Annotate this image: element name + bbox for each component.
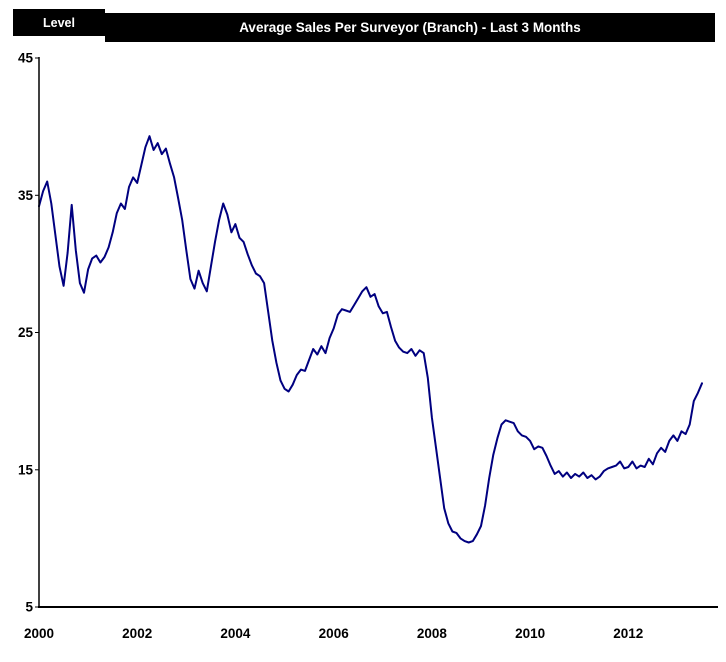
x-tick-labels: 2000 2002 2004 2006 2008 2010 2012 (24, 626, 643, 641)
y-tick-label: 25 (18, 325, 34, 340)
chart-title: Average Sales Per Surveyor (Branch) - La… (239, 20, 581, 35)
y-axis-unit-label: Level (43, 15, 75, 30)
sales-line (38, 135, 703, 544)
x-tick-label: 2010 (515, 626, 545, 641)
x-tick-label: 2012 (613, 626, 643, 641)
x-tick-label: 2008 (417, 626, 448, 641)
y-axis-unit-box: Level (13, 9, 105, 36)
x-tick-label: 2002 (122, 626, 152, 641)
x-tick-label: 2000 (24, 626, 54, 641)
y-tick-label: 15 (18, 462, 34, 477)
y-tick-labels: 45 35 25 15 5 (18, 51, 39, 615)
y-tick-label: 35 (18, 188, 34, 203)
y-tick-label: 5 (25, 600, 33, 615)
x-tick-label: 2006 (319, 626, 350, 641)
x-tick-label: 2004 (220, 626, 251, 641)
chart-title-bar: Average Sales Per Surveyor (Branch) - La… (105, 13, 715, 42)
y-tick-label: 45 (18, 51, 34, 66)
